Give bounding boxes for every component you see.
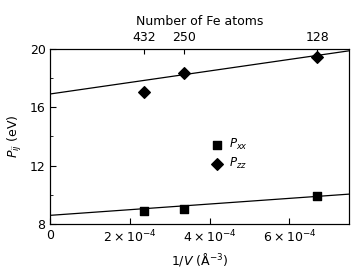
$P_{zz}$ <box>314 55 320 59</box>
$P_{xx}$ <box>181 207 187 211</box>
$P_{xx}$ <box>141 209 147 213</box>
Y-axis label: $P_{ij}$ (eV): $P_{ij}$ (eV) <box>6 114 24 158</box>
Legend: $P_{xx}$, $P_{zz}$: $P_{xx}$, $P_{zz}$ <box>211 137 248 171</box>
$P_{zz}$ <box>181 71 187 76</box>
X-axis label: Number of Fe atoms: Number of Fe atoms <box>136 15 264 28</box>
$P_{zz}$ <box>141 90 147 94</box>
$P_{xx}$ <box>314 194 320 198</box>
X-axis label: 1/$V$ (Å$^{-3}$): 1/$V$ (Å$^{-3}$) <box>171 251 229 268</box>
